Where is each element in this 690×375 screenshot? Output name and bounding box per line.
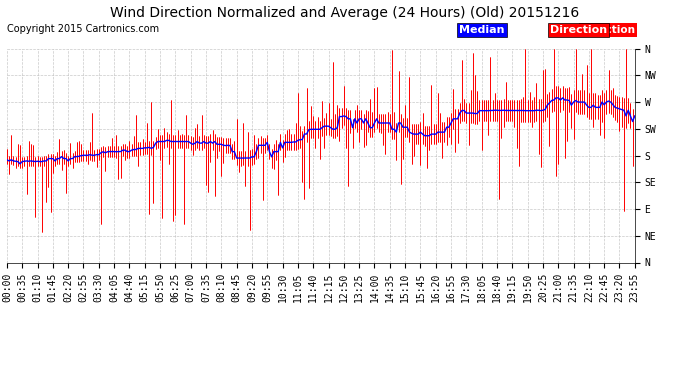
Text: Median: Median bbox=[459, 25, 504, 35]
Text: Copyright 2015 Cartronics.com: Copyright 2015 Cartronics.com bbox=[7, 24, 159, 34]
Text: Direction: Direction bbox=[550, 25, 607, 35]
Text: Direction: Direction bbox=[581, 25, 635, 35]
Text: Wind Direction Normalized and Average (24 Hours) (Old) 20151216: Wind Direction Normalized and Average (2… bbox=[110, 6, 580, 20]
Text: Median: Median bbox=[592, 25, 635, 35]
